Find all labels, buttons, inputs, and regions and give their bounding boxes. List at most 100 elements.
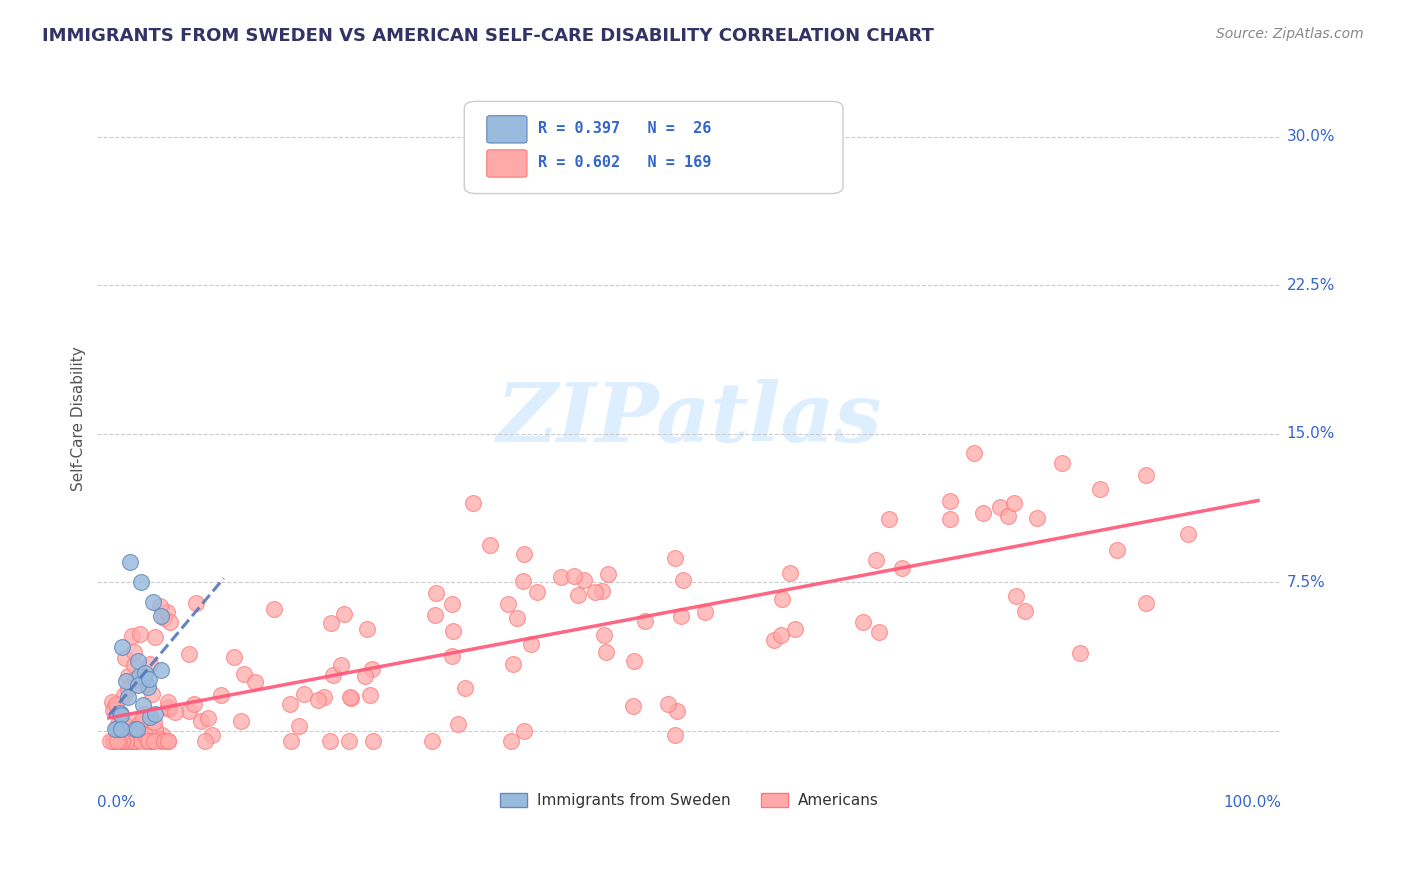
Point [583, 584, 606, 599]
Point [132, 706, 155, 721]
Point [621, 698, 644, 713]
Point [319, 733, 342, 747]
Point [664, 550, 686, 565]
Point [107, 717, 129, 731]
Point [339, 733, 361, 747]
Point [852, 615, 875, 629]
Point [263, 601, 285, 615]
Point [183, 697, 205, 711]
Point [1105, 542, 1128, 557]
Point [779, 566, 801, 580]
Point [330, 657, 353, 672]
Point [1014, 604, 1036, 618]
Point [105, 698, 128, 712]
Point [184, 596, 207, 610]
Point [141, 595, 163, 609]
Point [593, 628, 616, 642]
Point [141, 733, 163, 747]
Point [359, 688, 381, 702]
Text: R = 0.397   N =  26: R = 0.397 N = 26 [537, 121, 711, 136]
Point [129, 627, 152, 641]
FancyBboxPatch shape [486, 116, 527, 143]
Point [134, 671, 156, 685]
Point [361, 662, 384, 676]
Point [572, 574, 595, 588]
Point [150, 733, 173, 747]
Point [121, 733, 143, 747]
Point [129, 733, 152, 747]
Point [125, 722, 148, 736]
Point [512, 574, 534, 589]
Point [420, 733, 443, 747]
Point [526, 585, 548, 599]
Text: Source: ZipAtlas.com: Source: ZipAtlas.com [1216, 27, 1364, 41]
Y-axis label: Self-Care Disability: Self-Care Disability [72, 346, 86, 491]
Point [107, 733, 129, 747]
Point [135, 733, 157, 747]
Point [666, 704, 689, 718]
Point [110, 707, 132, 722]
Point [177, 648, 200, 662]
Point [201, 728, 224, 742]
Point [98, 733, 121, 747]
Legend: Immigrants from Sweden, Americans: Immigrants from Sweden, Americans [494, 787, 884, 814]
Point [356, 623, 378, 637]
Point [669, 608, 692, 623]
Point [139, 657, 162, 671]
Point [141, 687, 163, 701]
Point [134, 728, 156, 742]
Point [134, 666, 156, 681]
Point [1135, 596, 1157, 610]
Point [657, 697, 679, 711]
Point [159, 615, 181, 629]
Point [110, 722, 132, 736]
Point [454, 681, 477, 695]
Text: 7.5%: 7.5% [1286, 574, 1326, 590]
Point [877, 512, 900, 526]
Point [118, 556, 141, 570]
Point [785, 623, 807, 637]
Point [122, 713, 145, 727]
Point [280, 733, 302, 747]
Point [502, 657, 524, 671]
Text: ZIPatlas: ZIPatlas [496, 379, 882, 458]
Point [103, 733, 125, 747]
Point [105, 733, 128, 747]
Point [115, 673, 138, 688]
Point [127, 678, 149, 692]
Point [333, 607, 356, 621]
Point [111, 640, 134, 654]
Point [322, 668, 344, 682]
Point [103, 733, 125, 747]
Point [128, 723, 150, 737]
Point [131, 674, 153, 689]
Point [157, 700, 180, 714]
Point [963, 446, 986, 460]
Point [441, 648, 464, 663]
Point [340, 691, 363, 706]
Point [104, 722, 127, 736]
Point [128, 716, 150, 731]
Point [550, 570, 572, 584]
Point [156, 605, 179, 619]
Point [115, 733, 138, 747]
Point [124, 672, 146, 686]
Point [1090, 482, 1112, 496]
Point [111, 733, 134, 747]
Point [115, 721, 138, 735]
Point [567, 588, 589, 602]
Point [179, 704, 201, 718]
Point [103, 733, 125, 747]
Point [149, 732, 172, 747]
Point [152, 611, 174, 625]
Point [152, 733, 174, 747]
Point [231, 714, 253, 728]
Point [128, 669, 150, 683]
Point [1135, 468, 1157, 483]
Point [124, 722, 146, 736]
Text: 15.0%: 15.0% [1286, 426, 1336, 442]
Point [143, 722, 166, 736]
Point [513, 723, 536, 738]
Point [1005, 589, 1028, 603]
Point [118, 733, 141, 747]
